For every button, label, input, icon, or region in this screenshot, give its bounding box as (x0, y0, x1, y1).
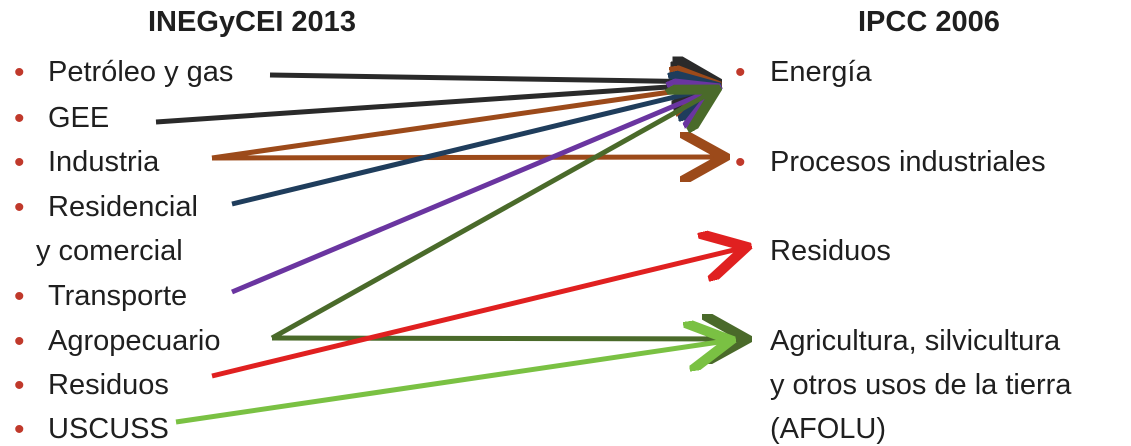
right-item-afolu: Agricultura, silvicultura (770, 325, 1061, 357)
right-heading: IPCC 2006 (858, 6, 1000, 38)
right-item-energia: Energía (770, 56, 872, 88)
right-item-procesos-industriales: Procesos industriales (770, 146, 1046, 178)
arrow-petroleo-energia (269, 75, 712, 82)
arrow-industria-energia (211, 86, 712, 161)
arrow-residuos-residuos (211, 248, 742, 379)
right-item-afolu-line2: y otros usos de la tierra (770, 369, 1072, 401)
bullet-icon: • (14, 56, 25, 89)
bullet-icon: • (735, 56, 746, 89)
left-item-industria: Industria (48, 146, 160, 178)
left-heading: INEGyCEI 2013 (148, 6, 356, 38)
bullet-icon: • (14, 146, 25, 179)
arrow-residencial-energia (231, 88, 712, 207)
left-item-uscuss: USCUSS (48, 413, 169, 445)
arrow-transporte-energia (231, 90, 712, 295)
arrow-industria-procesos (211, 157, 720, 158)
right-item-afolu-line3: (AFOLU) (770, 413, 886, 445)
bullet-icon: • (14, 413, 25, 446)
arrow-uscuss-afolu (175, 341, 726, 425)
arrow-gee-energia (155, 84, 712, 125)
left-item-gee: GEE (48, 102, 110, 134)
left-item-agropecuario: Agropecuario (48, 325, 221, 357)
left-item-residencial-line2: y comercial (36, 235, 183, 267)
arrow-agropecuario-afolu (271, 338, 742, 339)
bullet-icon: • (14, 191, 25, 224)
left-item-petroleo-gas: Petróleo y gas (48, 56, 234, 88)
bullet-icon: • (14, 369, 25, 402)
bullet-icon: • (14, 325, 25, 358)
bullet-icon: • (14, 102, 25, 135)
bullet-icon: • (14, 280, 25, 313)
left-item-transporte: Transporte (48, 280, 188, 312)
right-item-residuos: Residuos (770, 235, 891, 267)
left-item-residuos: Residuos (48, 369, 169, 401)
bullet-icon: • (735, 146, 746, 179)
left-item-residencial: Residencial (48, 191, 198, 223)
arrow-agropecuario-energia (270, 92, 712, 341)
